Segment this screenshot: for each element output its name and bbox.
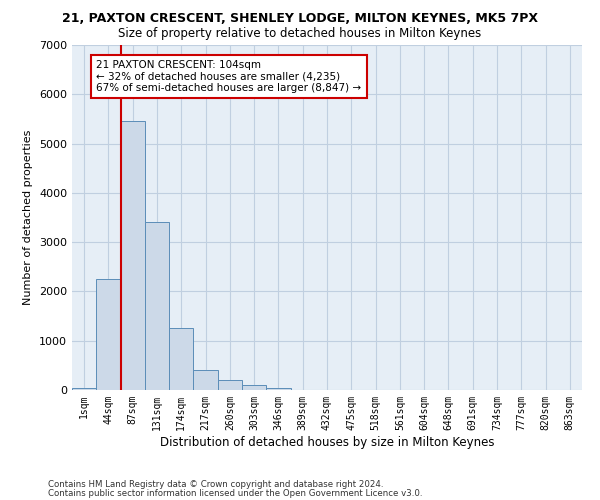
Text: Contains public sector information licensed under the Open Government Licence v3: Contains public sector information licen… — [48, 488, 422, 498]
Bar — [96, 279, 121, 390]
Text: Size of property relative to detached houses in Milton Keynes: Size of property relative to detached ho… — [118, 28, 482, 40]
Text: 21, PAXTON CRESCENT, SHENLEY LODGE, MILTON KEYNES, MK5 7PX: 21, PAXTON CRESCENT, SHENLEY LODGE, MILT… — [62, 12, 538, 26]
Bar — [121, 122, 145, 390]
Text: 21 PAXTON CRESCENT: 104sqm
← 32% of detached houses are smaller (4,235)
67% of s: 21 PAXTON CRESCENT: 104sqm ← 32% of deta… — [96, 60, 361, 93]
Bar — [145, 222, 169, 390]
Bar — [72, 388, 96, 390]
X-axis label: Distribution of detached houses by size in Milton Keynes: Distribution of detached houses by size … — [160, 436, 494, 448]
Y-axis label: Number of detached properties: Number of detached properties — [23, 130, 34, 305]
Bar — [266, 388, 290, 390]
Text: Contains HM Land Registry data © Crown copyright and database right 2024.: Contains HM Land Registry data © Crown c… — [48, 480, 383, 489]
Bar — [242, 385, 266, 390]
Bar — [193, 370, 218, 390]
Bar — [218, 380, 242, 390]
Bar — [169, 328, 193, 390]
